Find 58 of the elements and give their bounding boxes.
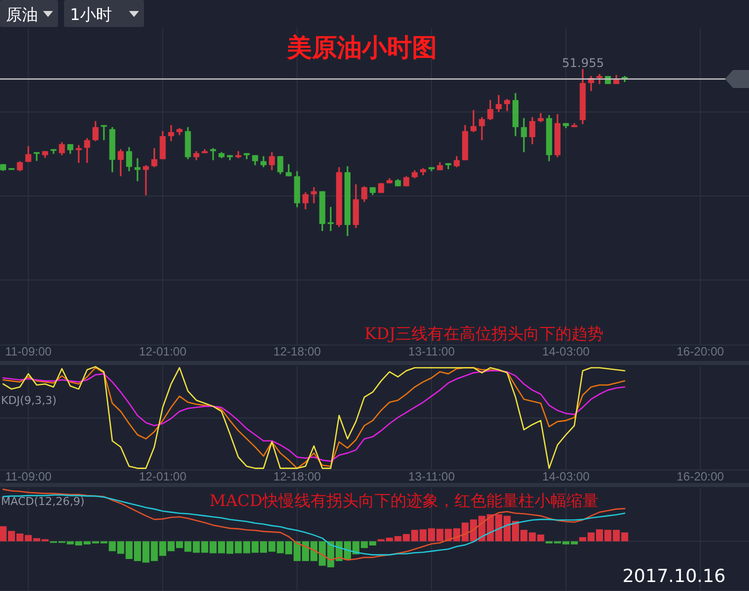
x-tick-label: 12-18:00 xyxy=(273,470,322,484)
text: KDJ三线有在高位拐头向下的趋势 xyxy=(364,324,604,343)
candlestick xyxy=(25,145,32,163)
x-tick-label: 12-18:00 xyxy=(273,344,322,359)
candlestick xyxy=(193,150,200,161)
candlestick xyxy=(277,155,284,176)
annotation: 51.955 xyxy=(562,56,604,70)
candlestick xyxy=(67,143,74,155)
candlestick xyxy=(84,137,90,164)
x-tick-label: 14-03:00 xyxy=(542,470,590,484)
candlestick xyxy=(302,191,308,210)
x-tick-label: 16-20:00 xyxy=(676,470,724,484)
x-tick-label: 12-01:00 xyxy=(139,344,187,359)
candlestick xyxy=(100,124,107,141)
candlestick xyxy=(520,117,527,153)
x-tick-label: 11-09:00 xyxy=(5,470,52,484)
candlestick xyxy=(16,160,23,172)
candlestick xyxy=(260,155,266,168)
candlestick xyxy=(378,182,384,194)
text: 1小时 xyxy=(70,5,112,24)
candlestick xyxy=(252,154,258,166)
text: MACD(12,26,9) xyxy=(1,495,85,508)
candlestick xyxy=(496,94,502,113)
x-tick-label: 13-11:00 xyxy=(408,470,456,484)
x-tick-label: 13-11:00 xyxy=(408,344,456,359)
candlestick xyxy=(470,109,476,133)
candlestick xyxy=(168,124,174,142)
candlestick xyxy=(504,98,510,112)
text: 原油 xyxy=(6,5,38,24)
candlestick xyxy=(151,147,158,168)
candlestick xyxy=(58,141,65,156)
candlestick xyxy=(596,73,602,85)
candlestick xyxy=(361,185,368,203)
candlestick xyxy=(134,157,140,182)
x-tick-label: 11-09:00 xyxy=(5,344,52,359)
text: KDJ(9,3,3) xyxy=(1,394,56,407)
annotation: MACD快慢线有拐头向下的迹象，红色能量柱小幅缩量 xyxy=(209,491,599,510)
x-tick-label: 16-20:00 xyxy=(676,344,724,359)
x-tick-label: 12-01:00 xyxy=(139,470,187,484)
candlestick xyxy=(118,148,124,178)
candlestick xyxy=(210,147,216,161)
candlestick xyxy=(529,116,536,145)
candlestick xyxy=(454,155,460,168)
candlestick xyxy=(478,116,485,141)
x-tick-label: 14-03:00 xyxy=(542,344,590,359)
candlestick xyxy=(286,163,292,178)
candlestick xyxy=(142,164,149,196)
candlestick xyxy=(126,146,132,172)
candlestick xyxy=(160,130,166,160)
candlestick xyxy=(328,206,334,232)
candlestick xyxy=(310,186,317,204)
candlestick xyxy=(538,112,544,123)
candlestick xyxy=(76,144,82,164)
chart-title: 美原油小时图 xyxy=(286,33,437,62)
annotation: 2017.10.16 xyxy=(622,566,726,587)
candlestick xyxy=(268,151,275,171)
candlestick xyxy=(487,99,494,121)
candlestick xyxy=(92,120,98,142)
